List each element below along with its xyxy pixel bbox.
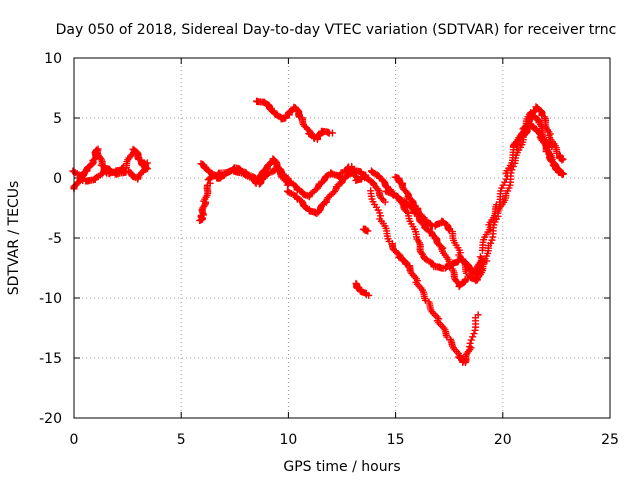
data-point — [266, 105, 274, 113]
data-point — [402, 260, 410, 268]
series-arc-5 — [204, 164, 344, 201]
data-point — [487, 239, 495, 247]
series-arc-11 — [367, 187, 482, 367]
x-tick-label: 5 — [177, 432, 186, 448]
data-point — [462, 269, 470, 277]
data-point — [97, 154, 105, 162]
data-point — [311, 209, 319, 217]
data-point — [143, 159, 151, 167]
data-point — [417, 249, 425, 257]
y-tick-label: -15 — [39, 351, 62, 367]
data-point — [324, 194, 332, 202]
series-arc-6 — [253, 97, 336, 143]
data-point — [445, 225, 453, 233]
series-arc-8 — [337, 163, 369, 184]
data-point — [381, 198, 389, 206]
x-tick-label: 15 — [387, 432, 405, 448]
data-point — [328, 129, 336, 137]
data-point — [466, 339, 474, 347]
data-point — [396, 195, 404, 203]
data-point — [558, 156, 566, 164]
y-axis-label: SDTVAR / TECUs — [6, 181, 22, 296]
data-point — [378, 194, 386, 202]
data-point — [364, 227, 372, 235]
y-tick-label: 0 — [53, 171, 62, 187]
data-point — [508, 166, 516, 174]
y-tick-label: -5 — [48, 231, 62, 247]
series-arc-18 — [536, 133, 566, 177]
x-tick-label: 10 — [279, 432, 297, 448]
series-arc-14 — [391, 173, 491, 285]
data-point — [467, 344, 475, 352]
plot-frame — [73, 57, 611, 419]
data-point — [469, 333, 477, 341]
data-point — [453, 277, 461, 285]
data-point — [403, 208, 411, 216]
y-tick-label: -10 — [39, 291, 62, 307]
data-point — [474, 311, 482, 319]
data-point — [502, 175, 510, 183]
chart-title: Day 050 of 2018, Sidereal Day-to-day VTE… — [56, 22, 617, 38]
data-point — [445, 226, 453, 234]
series-arc-2 — [69, 159, 151, 185]
data-point — [467, 336, 475, 344]
data-point — [421, 296, 429, 304]
data-point — [361, 174, 369, 182]
data-point — [488, 236, 496, 244]
data-point — [559, 155, 567, 163]
data-point — [377, 212, 385, 220]
data-point — [410, 202, 418, 210]
series-arc-9 — [359, 225, 372, 235]
data-point — [301, 122, 309, 130]
data-point — [541, 140, 549, 148]
data-point — [476, 253, 484, 261]
data-point — [390, 191, 398, 199]
data-point — [365, 291, 373, 299]
data-point — [446, 335, 454, 343]
data-point — [470, 330, 478, 338]
series-arc-3 — [196, 179, 214, 225]
data-point — [558, 169, 566, 177]
x-tick-label: 0 — [70, 432, 79, 448]
data-points — [69, 97, 567, 367]
y-tick-label: -20 — [39, 411, 62, 427]
series-arc-10 — [352, 279, 373, 299]
x-tick-label: 20 — [494, 432, 512, 448]
x-tick-label: 25 — [601, 432, 619, 448]
y-tick-label: 10 — [44, 51, 62, 67]
y-tick-label: 5 — [53, 111, 62, 127]
x-axis-label: GPS time / hours — [283, 459, 400, 475]
